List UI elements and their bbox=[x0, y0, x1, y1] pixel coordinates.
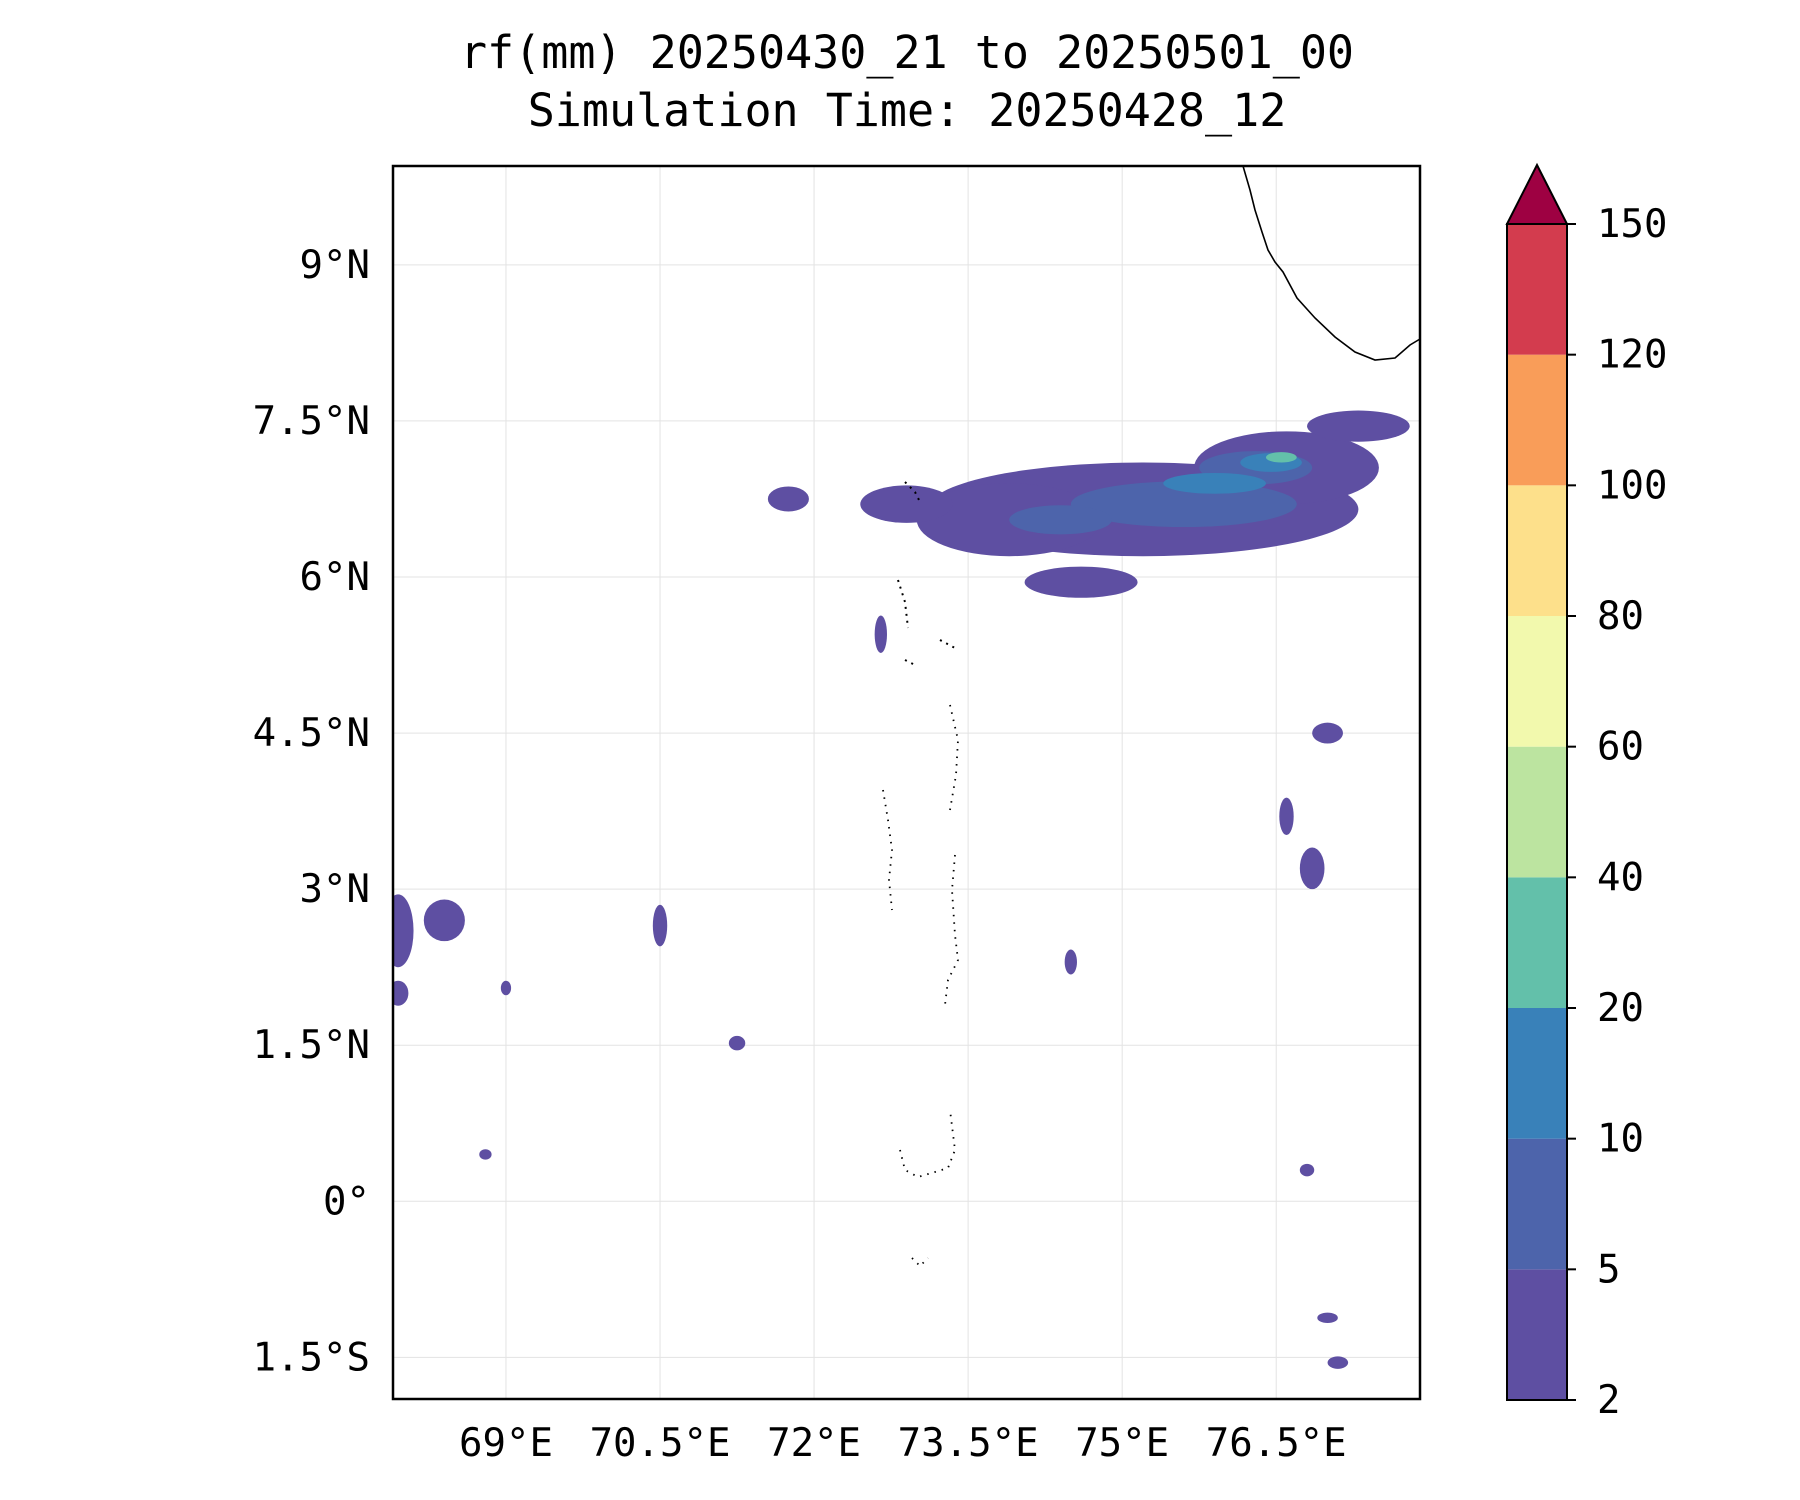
rain-contour-11 bbox=[1265, 452, 1297, 463]
title-line-1: rf(mm) 20250430_21 to 20250501_00 bbox=[460, 26, 1354, 79]
rain-contour-6 bbox=[1070, 481, 1297, 528]
colorbar-tick-label-5: 60 bbox=[1597, 725, 1644, 770]
rain-contour-26 bbox=[500, 980, 512, 996]
x-tick-label-1: 70.5°E bbox=[590, 1421, 731, 1466]
rain-contour-22 bbox=[1317, 1312, 1338, 1324]
rain-contour-13 bbox=[423, 899, 465, 942]
coastline bbox=[882, 166, 1420, 1268]
rain-contour-3 bbox=[1307, 410, 1410, 442]
colorbar-segment-6 bbox=[1507, 485, 1567, 616]
colorbar-tick-label-3: 20 bbox=[1597, 986, 1644, 1031]
rain-contour-24 bbox=[1299, 1163, 1315, 1177]
rain-contour-17 bbox=[874, 615, 887, 653]
lakshadweep-islands bbox=[897, 481, 956, 666]
x-tick-label-2: 72°E bbox=[767, 1421, 861, 1466]
y-tick-label-5: 1.5°N bbox=[253, 1023, 370, 1068]
colorbar-segment-0 bbox=[1507, 1269, 1567, 1400]
colorbar-tick-label-4: 40 bbox=[1597, 855, 1644, 900]
map-area bbox=[393, 166, 1420, 1399]
rain-contour-14 bbox=[393, 980, 409, 1006]
rain-contour-27 bbox=[479, 1149, 492, 1160]
y-tick-label-0: 9°N bbox=[300, 243, 370, 288]
y-tick-label-4: 3°N bbox=[300, 867, 370, 912]
rain-contour-25 bbox=[1064, 949, 1077, 975]
rain-contour-21 bbox=[1299, 847, 1325, 890]
colorbar-tick-label-6: 80 bbox=[1597, 594, 1644, 639]
rain-contour-12 bbox=[393, 894, 414, 968]
y-tick-label-3: 4.5°N bbox=[253, 711, 370, 756]
colorbar-segment-4 bbox=[1507, 746, 1567, 878]
colorbar-tick-label-1: 5 bbox=[1597, 1247, 1620, 1292]
colorbar-tick-label-2: 10 bbox=[1597, 1117, 1644, 1162]
y-tick-label-1: 7.5°N bbox=[253, 399, 370, 444]
rain-contour-15 bbox=[652, 904, 668, 947]
rain-contour-20 bbox=[1279, 797, 1294, 836]
colorbar: 2 5 10 20 40 60 80 100 120 150 bbox=[1505, 162, 1667, 1423]
rain-contour-4 bbox=[1024, 566, 1138, 598]
rain-contour-9 bbox=[1163, 472, 1266, 494]
colorbar-outline bbox=[1506, 223, 1568, 1401]
x-axis-ticks: 69°E 70.5°E 72°E 73.5°E 75°E 76.5°E bbox=[459, 1421, 1347, 1466]
colorbar-tick-label-7: 100 bbox=[1597, 463, 1667, 508]
india-coastline bbox=[1242, 166, 1420, 361]
y-tick-label-7: 1.5°S bbox=[253, 1335, 370, 1380]
rain-contour-1 bbox=[916, 483, 1102, 557]
x-tick-label-0: 69°E bbox=[459, 1421, 553, 1466]
colorbar-tick-label-0: 2 bbox=[1597, 1378, 1620, 1423]
x-tick-label-4: 75°E bbox=[1075, 1421, 1169, 1466]
x-tick-label-5: 76.5°E bbox=[1206, 1421, 1347, 1466]
y-axis-ticks: 9°N 7.5°N 6°N 4.5°N 3°N 1.5°N 0° 1.5°S bbox=[253, 243, 370, 1381]
y-tick-label-2: 6°N bbox=[300, 555, 370, 600]
title-line-2: Simulation Time: 20250428_12 bbox=[528, 84, 1287, 137]
x-tick-label-3: 73.5°E bbox=[898, 1421, 1039, 1466]
colorbar-tick-label-9: 150 bbox=[1597, 202, 1667, 247]
colorbar-segment-1 bbox=[1507, 1138, 1567, 1270]
colorbar-tick-label-8: 120 bbox=[1597, 333, 1667, 378]
rain-contour-5 bbox=[860, 485, 953, 523]
maldives-atolls bbox=[882, 704, 959, 1268]
gridlines bbox=[393, 166, 1420, 1399]
colorbar-segment-7 bbox=[1507, 354, 1567, 486]
rain-contour-19 bbox=[1312, 722, 1343, 744]
rain-contour-7 bbox=[1009, 505, 1112, 535]
rain-contour-16 bbox=[728, 1035, 746, 1051]
colorbar-segment-2 bbox=[1507, 1008, 1567, 1139]
rainfall-contours bbox=[393, 410, 1410, 1369]
colorbar-segment-5 bbox=[1507, 616, 1567, 747]
y-tick-label-6: 0° bbox=[323, 1179, 370, 1224]
colorbar-segment-8 bbox=[1507, 224, 1567, 355]
map-frame bbox=[391, 164, 1422, 1401]
colorbar-segment-3 bbox=[1507, 877, 1567, 1008]
colorbar-extend-arrow bbox=[1505, 162, 1569, 225]
rain-contour-23 bbox=[1327, 1356, 1349, 1369]
rain-contour-18 bbox=[767, 486, 809, 512]
